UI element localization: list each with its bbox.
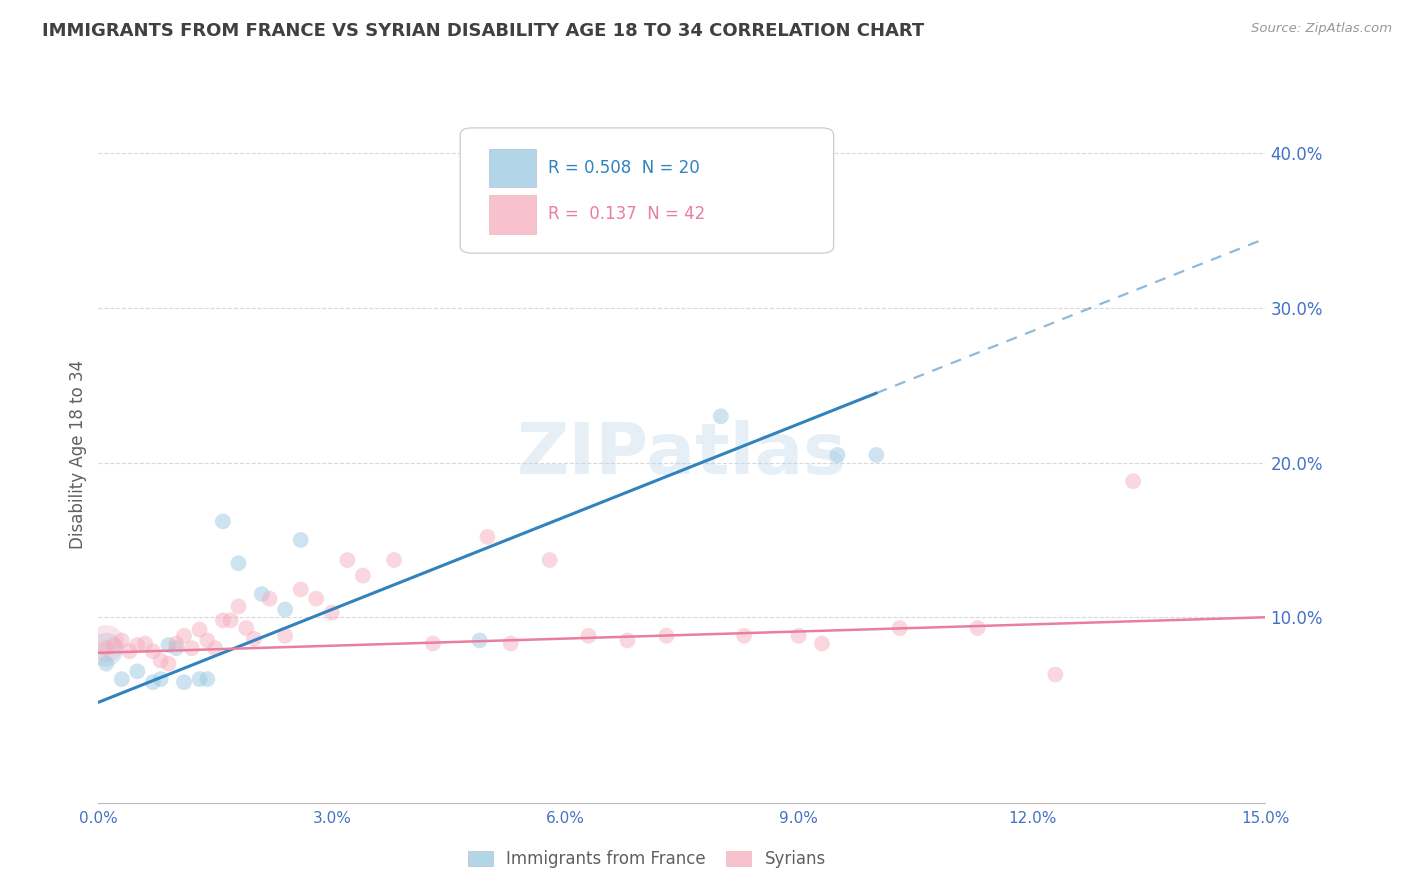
Point bbox=[149, 654, 172, 668]
Point bbox=[96, 657, 118, 671]
Point bbox=[422, 636, 444, 650]
Point bbox=[274, 629, 297, 643]
Bar bbox=[489, 195, 536, 234]
Point bbox=[188, 672, 211, 686]
Point bbox=[578, 629, 600, 643]
FancyBboxPatch shape bbox=[460, 128, 834, 253]
Point bbox=[157, 638, 180, 652]
Point bbox=[966, 621, 988, 635]
Point bbox=[787, 629, 810, 643]
Point bbox=[468, 633, 491, 648]
Point bbox=[538, 553, 561, 567]
Point bbox=[352, 568, 374, 582]
Point bbox=[655, 629, 678, 643]
Point bbox=[250, 587, 273, 601]
Point bbox=[523, 216, 546, 230]
Point bbox=[195, 672, 218, 686]
Point bbox=[127, 638, 149, 652]
Point bbox=[103, 638, 125, 652]
Point bbox=[710, 409, 733, 424]
Point bbox=[336, 553, 359, 567]
Bar bbox=[489, 149, 536, 187]
Point bbox=[811, 636, 834, 650]
Point bbox=[290, 533, 312, 547]
Point bbox=[321, 606, 343, 620]
Point bbox=[173, 675, 195, 690]
Point bbox=[111, 633, 134, 648]
Point bbox=[118, 644, 141, 658]
Point bbox=[149, 672, 172, 686]
Point bbox=[188, 623, 211, 637]
Point bbox=[142, 644, 165, 658]
Text: R =  0.137  N = 42: R = 0.137 N = 42 bbox=[548, 205, 704, 223]
Point bbox=[305, 591, 328, 606]
Point bbox=[382, 553, 405, 567]
Point bbox=[165, 641, 187, 656]
Point bbox=[212, 515, 235, 529]
Point bbox=[142, 675, 165, 690]
Text: ZIPatlas: ZIPatlas bbox=[517, 420, 846, 490]
Point bbox=[235, 621, 257, 635]
Point bbox=[219, 613, 242, 627]
Point bbox=[96, 636, 118, 650]
Point bbox=[1122, 474, 1144, 488]
Point bbox=[111, 672, 134, 686]
Point bbox=[204, 641, 226, 656]
Point bbox=[733, 629, 755, 643]
Point bbox=[134, 636, 156, 650]
Point bbox=[96, 642, 118, 657]
Point bbox=[212, 613, 235, 627]
Point bbox=[243, 632, 266, 646]
Point bbox=[290, 582, 312, 597]
Point bbox=[195, 633, 218, 648]
Y-axis label: Disability Age 18 to 34: Disability Age 18 to 34 bbox=[69, 360, 87, 549]
Point bbox=[889, 621, 911, 635]
Point bbox=[259, 591, 281, 606]
Point bbox=[157, 657, 180, 671]
Point bbox=[165, 636, 187, 650]
Point bbox=[228, 556, 250, 570]
Point bbox=[228, 599, 250, 614]
Point bbox=[865, 448, 887, 462]
Point bbox=[127, 665, 149, 679]
Point bbox=[616, 633, 638, 648]
Point bbox=[274, 602, 297, 616]
Point bbox=[477, 530, 499, 544]
Text: Source: ZipAtlas.com: Source: ZipAtlas.com bbox=[1251, 22, 1392, 36]
Point bbox=[96, 641, 118, 656]
Point bbox=[827, 448, 849, 462]
Text: IMMIGRANTS FROM FRANCE VS SYRIAN DISABILITY AGE 18 TO 34 CORRELATION CHART: IMMIGRANTS FROM FRANCE VS SYRIAN DISABIL… bbox=[42, 22, 924, 40]
Legend: Immigrants from France, Syrians: Immigrants from France, Syrians bbox=[461, 843, 832, 874]
Text: R = 0.508  N = 20: R = 0.508 N = 20 bbox=[548, 159, 699, 177]
Point bbox=[1045, 667, 1067, 681]
Point bbox=[173, 629, 195, 643]
Point bbox=[499, 636, 522, 650]
Point bbox=[180, 641, 202, 656]
